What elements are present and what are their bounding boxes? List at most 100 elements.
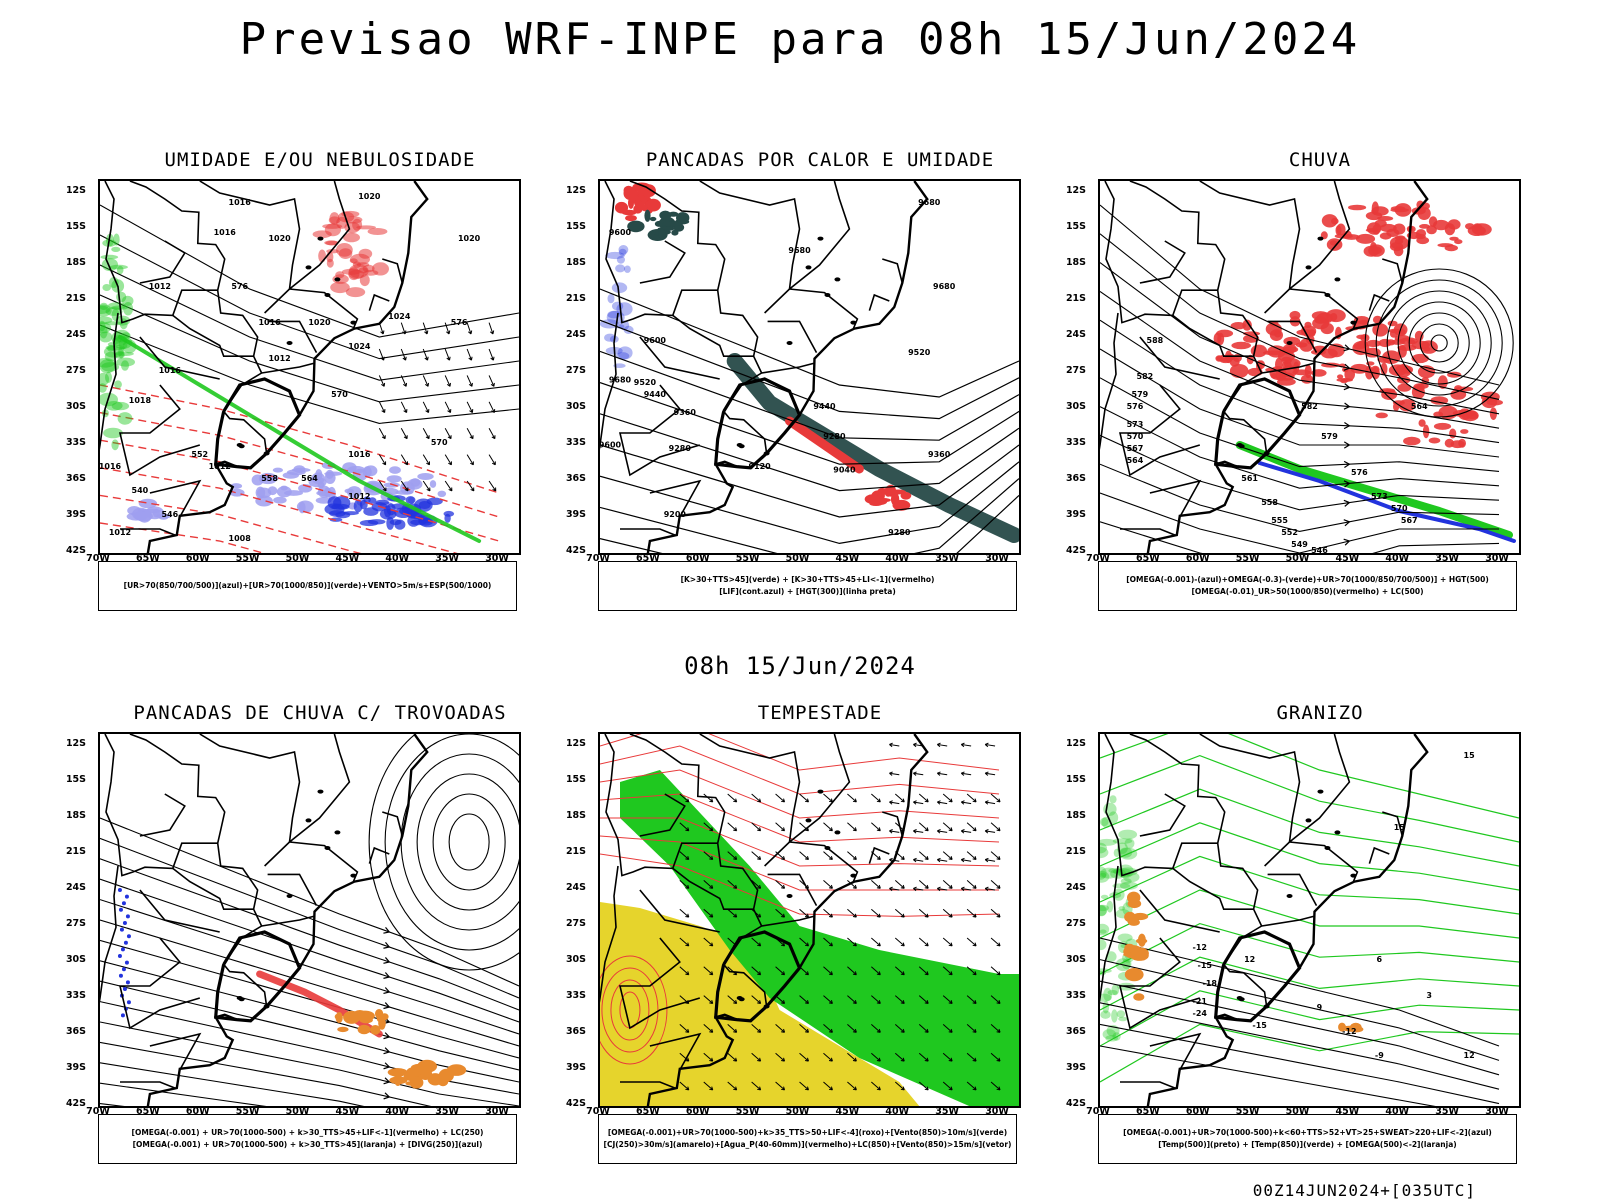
lake-mark [1305, 818, 1312, 823]
wind-vector [894, 1081, 905, 1091]
lat-tick-label: 18S [565, 810, 586, 821]
lon-tick-label: 40W [385, 1106, 410, 1117]
streamline [100, 817, 519, 987]
temp850-green-contour [1100, 870, 1110, 883]
streamline-arrow [383, 942, 391, 949]
contour-value-label: 573 [1127, 420, 1144, 429]
contour-value-label: -15 [1198, 961, 1213, 970]
lat-tick-label: 12S [565, 738, 586, 749]
panel-title: PANCADAS POR CALOR E UMIDADE [645, 149, 995, 171]
rain-red-area [1368, 244, 1385, 257]
temp850-green-contour [1100, 867, 1118, 879]
rain-red-area [1426, 225, 1437, 235]
lake-mark [305, 265, 312, 270]
cape-teal-area [676, 212, 690, 224]
political-border [382, 258, 404, 284]
lake-mark [1236, 996, 1243, 1000]
contour-value-label: 552 [191, 450, 208, 459]
humidity-blue-area [324, 487, 332, 498]
lake-mark [1263, 1004, 1270, 1009]
wind-vector [871, 908, 881, 918]
legend-line: [OMEGA(-0.001) + UR>70(1000-500) + k>30_… [132, 1140, 483, 1149]
humidity-red-contours [318, 249, 326, 263]
contour-value-label: 9360 [674, 408, 697, 417]
rain-red-area [1353, 343, 1366, 350]
lon-tick-label: 60W [1185, 553, 1210, 564]
wind-vector [984, 800, 996, 805]
contour-value-label: 15 [1464, 751, 1476, 760]
humidity-red-contours [329, 212, 340, 225]
thunder-orange-area [387, 1068, 408, 1077]
lon-tick-label: 45W [1335, 1106, 1360, 1117]
lon-tick-label: 65W [136, 553, 160, 564]
rain-red-area [1428, 437, 1441, 444]
lat-tick-label: 12S [1065, 185, 1086, 196]
political-border [1118, 384, 1201, 477]
wind-vector [847, 908, 857, 918]
contour-value-label: 9440 [813, 402, 836, 411]
contour-value-label: 9440 [644, 390, 667, 399]
political-border [649, 1032, 702, 1071]
contour-value-label: 9200 [664, 510, 687, 519]
wind-vector [444, 427, 452, 440]
lon-tick-label: 65W [636, 1106, 660, 1117]
map-svg: 9680 9600 9680 9680 9600 9520 9440 9360 9280 9200… [600, 181, 1019, 553]
atlantic-coastline [146, 734, 429, 1106]
divergence-blue-dot [121, 901, 126, 906]
rain-red-area [1489, 407, 1497, 420]
divergence-blue-dot [122, 987, 127, 991]
humidity-red-contours [330, 281, 350, 294]
lon-tick-label: 60W [185, 553, 210, 564]
lake-mark [817, 236, 824, 241]
lon-tick-label: 65W [1136, 1106, 1160, 1117]
map-frame: 588 582 579 576 573 570 567 564 561 558 555 552 549 5… [1098, 179, 1521, 555]
contour-value-label: 588 [1147, 336, 1164, 345]
political-border [1382, 811, 1404, 837]
rain-red-area [1395, 364, 1412, 378]
lc850-red-contour [600, 835, 999, 891]
contour-value-label: 9360 [928, 450, 951, 459]
wind-vector [936, 857, 948, 863]
humidity-green-contours [107, 345, 115, 352]
contour-value-label: 549 [1291, 540, 1308, 549]
political-border [649, 479, 702, 518]
lon-tick-label: 55W [735, 1106, 760, 1117]
temp850-green-contour [1113, 848, 1120, 858]
wind-vector [966, 793, 977, 803]
lake-mark [317, 789, 324, 794]
wind-vector [400, 454, 409, 466]
wind-vector [823, 880, 833, 889]
wind-vector [823, 908, 833, 918]
divergence-blue-dot [117, 954, 122, 958]
lat-tick-label: 21S [1065, 293, 1086, 304]
political-border [118, 384, 201, 477]
map-frame [98, 732, 521, 1108]
wind-vector [936, 771, 948, 776]
lat-tick-label: 21S [565, 293, 586, 304]
lat-tick-label: 36S [65, 473, 86, 484]
temp850-green-contour [1100, 904, 1109, 912]
streamline-arrow [1343, 519, 1351, 527]
political-border [149, 479, 202, 518]
streamline-arrow [383, 957, 391, 964]
wind-vector [422, 348, 429, 361]
temp850-green-contour [1120, 878, 1132, 885]
political-border [1261, 362, 1314, 374]
wind-vector [823, 937, 833, 947]
political-border [139, 240, 186, 284]
political-border [1267, 873, 1318, 906]
wind-vector [823, 851, 833, 861]
cape-red-area [621, 209, 637, 216]
humidity-blue-area [311, 472, 325, 485]
lon-tick-label: 70W [586, 553, 610, 564]
political-border [1199, 181, 1301, 290]
cape-teal-area [627, 220, 645, 233]
temp850-green-contour [1100, 866, 1107, 880]
political-border [264, 181, 351, 314]
contour-value-label: 570 [331, 390, 348, 399]
streamline-arrow [1343, 344, 1351, 352]
lif-blue-contours [616, 255, 625, 264]
rain-red-area [1246, 354, 1254, 365]
thickness-contour [100, 467, 458, 553]
political-border [1139, 889, 1220, 933]
